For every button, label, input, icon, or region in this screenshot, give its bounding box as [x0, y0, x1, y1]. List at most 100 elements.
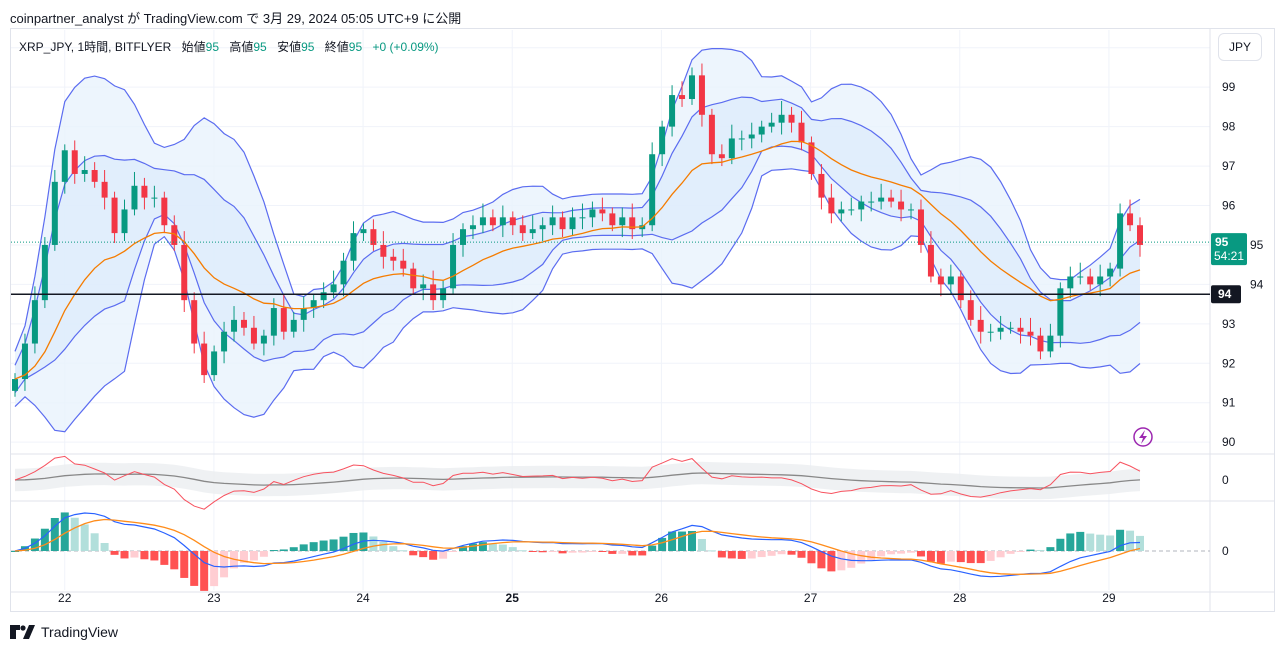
tradingview-logo[interactable]: TradingView [10, 624, 118, 640]
macd-histogram-bar [737, 551, 746, 559]
bollinger-inner-fill [15, 97, 1140, 393]
low-label: 安値 [277, 40, 302, 54]
macd-histogram-bar [468, 543, 477, 551]
macd-histogram-bar [1016, 551, 1025, 552]
candle-body [51, 181, 58, 245]
macd-histogram-bar [459, 546, 468, 551]
candle-body [161, 197, 168, 226]
macd-histogram-bar [309, 542, 318, 551]
candle-body [71, 150, 78, 174]
lightning-icon-circle [1133, 427, 1153, 447]
signal-line [14, 518, 1141, 575]
macd-histogram-bar [907, 551, 916, 553]
candle-body [669, 95, 676, 127]
macd-histogram-bar [1006, 551, 1015, 554]
candle-body [260, 335, 267, 344]
macd-histogram-bar [319, 540, 328, 551]
bollinger-upper-inner [14, 96, 1141, 366]
price-tick-label: 94 [1250, 277, 1264, 291]
macd-histogram-bar [478, 542, 487, 551]
candle-body [101, 181, 108, 198]
price-tick-label: 99 [1222, 80, 1236, 94]
candle-body [310, 300, 317, 309]
macd-histogram-bar [916, 551, 925, 557]
candle-body [997, 327, 1004, 332]
candle-body [878, 197, 885, 202]
macd-histogram-bar [299, 544, 308, 551]
macd-line [14, 512, 1141, 578]
macd-histogram-bar [867, 551, 876, 560]
candle-body [171, 225, 178, 245]
oscillator-line [14, 455, 1141, 510]
candle-body [599, 209, 606, 214]
macd-histogram-bar [827, 551, 836, 572]
price-tick-label: 90 [1222, 435, 1236, 449]
macd-histogram-bar [1126, 530, 1135, 551]
candle-body [479, 217, 486, 226]
macd-histogram-bar [359, 532, 368, 551]
candle-body [549, 217, 556, 226]
time-tick-label: 25 [506, 591, 520, 605]
macd-histogram-bar [548, 551, 557, 552]
macd-histogram-bar [439, 551, 448, 559]
macd-histogram-bar [1096, 534, 1105, 551]
macd-histogram-bar [239, 551, 248, 563]
overlays [11, 140, 1210, 380]
macd-histogram-bar [1076, 531, 1085, 551]
candle-body [380, 244, 387, 257]
candle-body [708, 114, 715, 155]
moving-average-line [14, 140, 1141, 380]
candle-body [957, 276, 964, 301]
macd-histogram-bar [11, 551, 19, 552]
candle-body [937, 276, 944, 285]
candle-body [420, 284, 427, 289]
price-tick-label: 95 [1250, 238, 1264, 252]
candle-body [320, 292, 327, 301]
candle-body [768, 122, 775, 127]
price-tick-label: 91 [1222, 396, 1236, 410]
price-tick-label: 93 [1222, 317, 1236, 331]
publish-info: coinpartner_analyst が TradingView.com で … [10, 11, 462, 26]
macd-histogram-bar [648, 545, 657, 551]
macd-histogram-bar [369, 536, 378, 551]
oscillator-band [15, 461, 1140, 500]
time-tick-label: 29 [1102, 591, 1116, 605]
macd-histogram-bar [379, 541, 388, 551]
candle-body [977, 319, 984, 332]
macd-histogram-bar [618, 551, 627, 554]
candle-body [360, 229, 367, 234]
candle-body [231, 319, 238, 332]
currency-button[interactable]: JPY [1218, 33, 1262, 61]
candle-body [1027, 331, 1034, 336]
macd-histogram-bar [986, 551, 995, 561]
candle-body [649, 154, 656, 226]
tradingview-logo-icon [10, 625, 35, 639]
macd-histogram-bar [588, 551, 597, 552]
candle-body [1037, 335, 1044, 352]
high-label: 高値 [229, 40, 254, 54]
candle-body [888, 197, 895, 202]
time-tick-label: 22 [58, 591, 72, 605]
macd-histogram-bar [40, 528, 49, 551]
candle-body [499, 217, 506, 226]
chart-frame [10, 28, 1275, 612]
macd-histogram-bar [807, 551, 816, 564]
macd-histogram-bar [1036, 549, 1045, 551]
macd-histogram-bar [976, 551, 985, 564]
macd-histogram-bar [409, 551, 418, 556]
time-tick-label: 23 [207, 591, 221, 605]
macd-histogram-bar [329, 539, 338, 551]
macd-histogram-bar [1136, 535, 1144, 551]
candle-body [141, 185, 148, 198]
hline-badge [1211, 285, 1241, 304]
open-label: 始値 [181, 40, 206, 54]
macd-histogram-bar [638, 551, 647, 556]
candle-body [589, 209, 596, 218]
macd-histogram-bar [797, 551, 806, 558]
macd-histogram-bar [668, 531, 677, 551]
macd-histogram-bar [946, 551, 955, 562]
candle-body [240, 319, 247, 328]
macd-histogram-bar [707, 550, 716, 552]
macd-histogram-bar [966, 551, 975, 564]
